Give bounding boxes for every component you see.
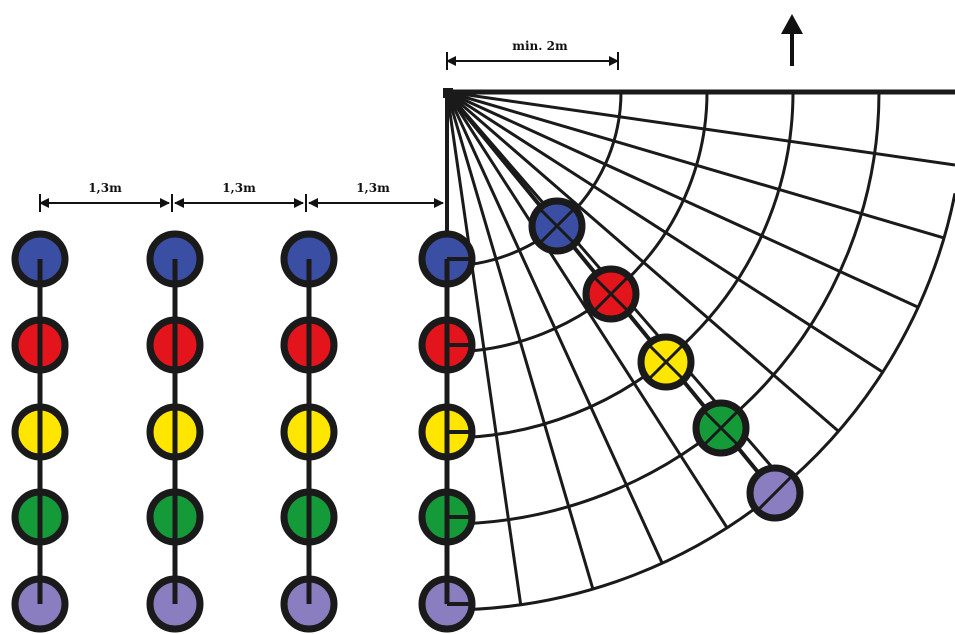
arrow-up-icon <box>781 14 803 66</box>
station-row-3 <box>280 230 338 633</box>
dimension-arc-min: min. 2m <box>446 39 619 70</box>
field-radial-line <box>445 91 729 529</box>
field-arc <box>446 91 881 526</box>
field-arc <box>446 91 795 440</box>
crossed-circle-icon <box>528 197 586 255</box>
field-radial-line <box>446 90 919 309</box>
cross-line <box>648 344 684 380</box>
dimension-row-1: 1,3m <box>39 181 170 212</box>
diagonal-stations <box>445 90 804 522</box>
field-radial-line <box>446 90 840 433</box>
dimension-label-1: 1,3m <box>88 181 122 195</box>
field-radial-line <box>446 90 884 374</box>
crossed-circle-icon <box>746 464 804 522</box>
station-row-2 <box>146 230 204 633</box>
dimension-row-2: 1,3m <box>171 181 304 212</box>
station-rows <box>11 230 476 633</box>
station-row-1 <box>11 230 69 633</box>
cross-line <box>593 276 629 312</box>
field-radial-line <box>445 91 595 590</box>
field-radial-line <box>445 91 523 605</box>
field-radial-line <box>446 90 955 167</box>
dimension-row-3: 1,3m <box>305 181 444 212</box>
dimension-label-arc: min. 2m <box>512 39 568 53</box>
dimension-label-3: 1,3m <box>356 181 390 195</box>
crossed-circle-icon <box>582 265 640 323</box>
crossed-circle-icon <box>692 399 750 457</box>
crossed-circle-icon <box>637 333 695 391</box>
cross-line <box>539 208 575 244</box>
quarter-circle-field <box>443 88 955 618</box>
cross-line <box>703 410 739 446</box>
field-radial-line <box>446 90 945 240</box>
field-radial-line <box>445 91 664 564</box>
station-row-4 <box>418 230 476 633</box>
dimension-label-2: 1,3m <box>222 181 256 195</box>
cross-line <box>757 475 793 511</box>
